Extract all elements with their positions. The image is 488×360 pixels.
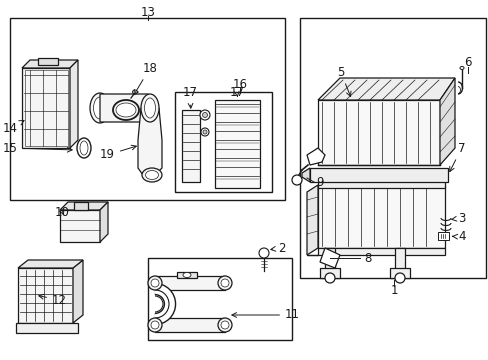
Ellipse shape <box>116 103 136 117</box>
Polygon shape <box>306 185 317 255</box>
Text: 5: 5 <box>336 66 350 96</box>
Polygon shape <box>325 248 334 270</box>
Ellipse shape <box>218 276 231 290</box>
Text: 1: 1 <box>389 284 397 297</box>
Polygon shape <box>319 248 339 268</box>
Text: 17: 17 <box>182 86 197 108</box>
Polygon shape <box>100 202 108 242</box>
Text: 12: 12 <box>39 293 67 306</box>
Text: 14: 14 <box>3 121 24 135</box>
Text: 16: 16 <box>232 77 247 90</box>
Polygon shape <box>439 78 454 165</box>
Ellipse shape <box>141 94 159 122</box>
Polygon shape <box>306 248 444 255</box>
Ellipse shape <box>132 90 137 94</box>
Text: 17: 17 <box>229 86 244 99</box>
Polygon shape <box>175 92 271 192</box>
Ellipse shape <box>151 279 159 287</box>
Text: 9: 9 <box>316 175 323 189</box>
Polygon shape <box>155 318 224 332</box>
Polygon shape <box>306 148 325 165</box>
Polygon shape <box>60 202 108 210</box>
Text: 13: 13 <box>140 5 155 18</box>
Polygon shape <box>16 323 78 333</box>
Polygon shape <box>100 94 155 122</box>
Polygon shape <box>74 202 88 210</box>
Ellipse shape <box>142 168 162 182</box>
Ellipse shape <box>200 110 209 120</box>
Text: 18: 18 <box>134 62 157 95</box>
Text: 4: 4 <box>451 230 465 243</box>
Polygon shape <box>437 232 448 240</box>
Ellipse shape <box>221 279 228 287</box>
Text: 6: 6 <box>463 55 471 68</box>
Ellipse shape <box>201 128 208 136</box>
Polygon shape <box>317 185 444 248</box>
Ellipse shape <box>259 248 268 258</box>
Ellipse shape <box>80 141 88 155</box>
Ellipse shape <box>218 318 231 332</box>
Polygon shape <box>299 18 485 278</box>
Circle shape <box>291 175 302 185</box>
Ellipse shape <box>93 97 106 119</box>
Text: 11: 11 <box>231 309 299 321</box>
Text: 3: 3 <box>451 211 465 225</box>
Polygon shape <box>22 68 70 148</box>
Circle shape <box>394 273 404 283</box>
Ellipse shape <box>148 318 162 332</box>
Polygon shape <box>70 60 78 148</box>
Text: 2: 2 <box>270 242 285 255</box>
Polygon shape <box>155 276 224 290</box>
Polygon shape <box>38 58 58 65</box>
Polygon shape <box>317 78 454 100</box>
Ellipse shape <box>77 138 91 158</box>
Ellipse shape <box>221 321 228 329</box>
Polygon shape <box>394 248 404 270</box>
Polygon shape <box>18 268 73 323</box>
Polygon shape <box>18 260 83 268</box>
Ellipse shape <box>183 273 191 278</box>
Polygon shape <box>73 260 83 323</box>
Ellipse shape <box>145 171 158 180</box>
Polygon shape <box>182 110 200 182</box>
Text: 8: 8 <box>364 252 371 265</box>
Polygon shape <box>215 100 260 188</box>
Polygon shape <box>10 18 285 200</box>
Ellipse shape <box>90 93 110 123</box>
Text: 7: 7 <box>449 141 465 172</box>
Ellipse shape <box>202 112 207 117</box>
Text: 19: 19 <box>100 145 136 162</box>
Polygon shape <box>317 178 444 188</box>
Polygon shape <box>317 100 439 165</box>
Ellipse shape <box>203 130 206 134</box>
Polygon shape <box>148 258 291 340</box>
Polygon shape <box>60 210 100 242</box>
Polygon shape <box>309 168 447 182</box>
Text: 10: 10 <box>55 206 70 219</box>
Circle shape <box>325 273 334 283</box>
Polygon shape <box>138 108 162 175</box>
Polygon shape <box>389 268 409 278</box>
Polygon shape <box>302 168 309 182</box>
Polygon shape <box>319 268 339 278</box>
Polygon shape <box>177 272 197 278</box>
Polygon shape <box>22 60 78 68</box>
Ellipse shape <box>148 276 162 290</box>
Ellipse shape <box>459 67 463 69</box>
Text: 15: 15 <box>3 141 72 154</box>
Ellipse shape <box>144 98 155 118</box>
Ellipse shape <box>151 321 159 329</box>
